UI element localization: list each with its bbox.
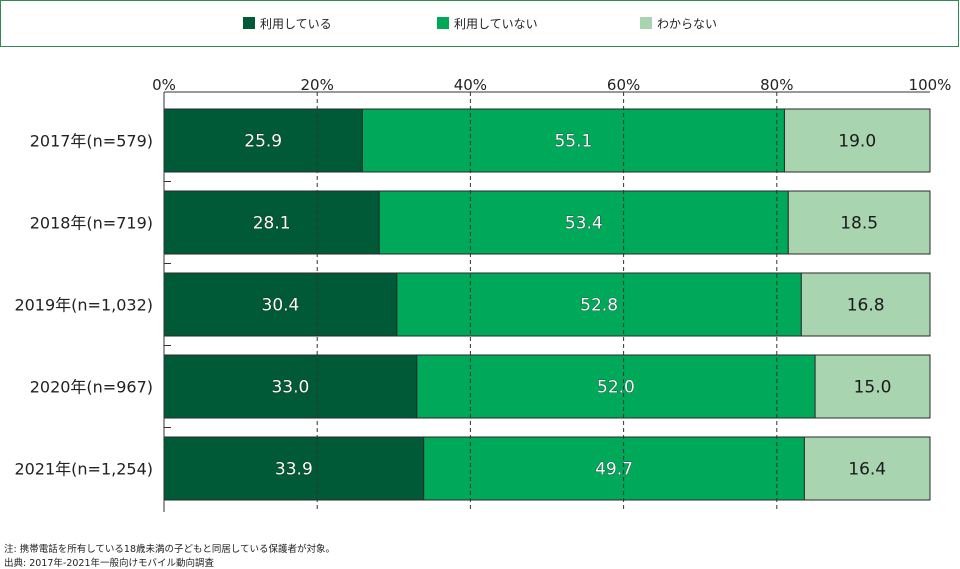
bar-5-3 <box>803 436 931 501</box>
data-label-4-3: 15.0 <box>854 378 892 398</box>
data-label-3-2: 52.8 <box>580 296 618 316</box>
data-label-3-1: 30.4 <box>262 296 300 316</box>
bar-1-1 <box>163 108 363 173</box>
bar-4-1 <box>163 354 418 419</box>
legend-label-3: わからない <box>657 17 717 31</box>
bar-4-3 <box>814 354 931 419</box>
bar-5-1 <box>163 436 425 501</box>
x-tick-label-80: 80% <box>760 76 793 94</box>
data-label-1-2: 55.1 <box>554 132 592 152</box>
legend-swatch-3 <box>640 17 652 29</box>
bar-5-2 <box>423 436 805 501</box>
legend-swatch-1 <box>243 17 255 29</box>
category-label-3: 2019年(n=1,032) <box>14 296 153 315</box>
bar-4-2 <box>416 354 816 419</box>
x-tick-label-20: 20% <box>301 76 334 94</box>
data-label-5-2: 49.7 <box>595 460 633 480</box>
data-label-2-3: 18.5 <box>840 214 878 234</box>
legend-box <box>0 0 959 47</box>
data-label-5-1: 33.9 <box>275 460 313 480</box>
legend-label-2: 利用していない <box>454 17 538 31</box>
data-label-2-1: 28.1 <box>253 214 291 234</box>
data-label-1-1: 25.9 <box>244 132 282 152</box>
legend-label-1: 利用している <box>260 17 332 31</box>
x-tick-label-60: 60% <box>607 76 640 94</box>
category-label-2: 2018年(n=719) <box>30 214 153 233</box>
bar-2-2 <box>378 190 789 255</box>
data-label-2-2: 53.4 <box>565 214 603 234</box>
category-label-4: 2020年(n=967) <box>30 378 153 397</box>
footnote-note: 注: 携帯電話を所有している18歳未満の子どもと同居している保護者が対象。 <box>4 544 336 555</box>
data-label-4-1: 33.0 <box>271 378 309 398</box>
data-label-4-2: 52.0 <box>597 378 635 398</box>
x-tick-label-40: 40% <box>454 76 487 94</box>
bar-3-3 <box>800 272 931 337</box>
category-label-5: 2021年(n=1,254) <box>14 460 153 479</box>
footnote-source: 出典: 2017年-2021年一般向けモバイル動向調査 <box>4 558 215 569</box>
bar-3-2 <box>396 272 802 337</box>
bar-3-1 <box>163 272 398 337</box>
category-label-1: 2017年(n=579) <box>30 132 153 151</box>
bar-1-2 <box>361 108 785 173</box>
x-tick-label-100: 100% <box>909 76 952 94</box>
data-label-5-3: 16.4 <box>848 460 886 480</box>
data-label-3-3: 16.8 <box>847 296 885 316</box>
legend-swatch-2 <box>437 17 449 29</box>
x-tick-label-0: 0% <box>152 76 176 94</box>
bar-2-3 <box>787 190 931 255</box>
bar-1-3 <box>783 108 931 173</box>
data-label-1-3: 19.0 <box>838 132 876 152</box>
